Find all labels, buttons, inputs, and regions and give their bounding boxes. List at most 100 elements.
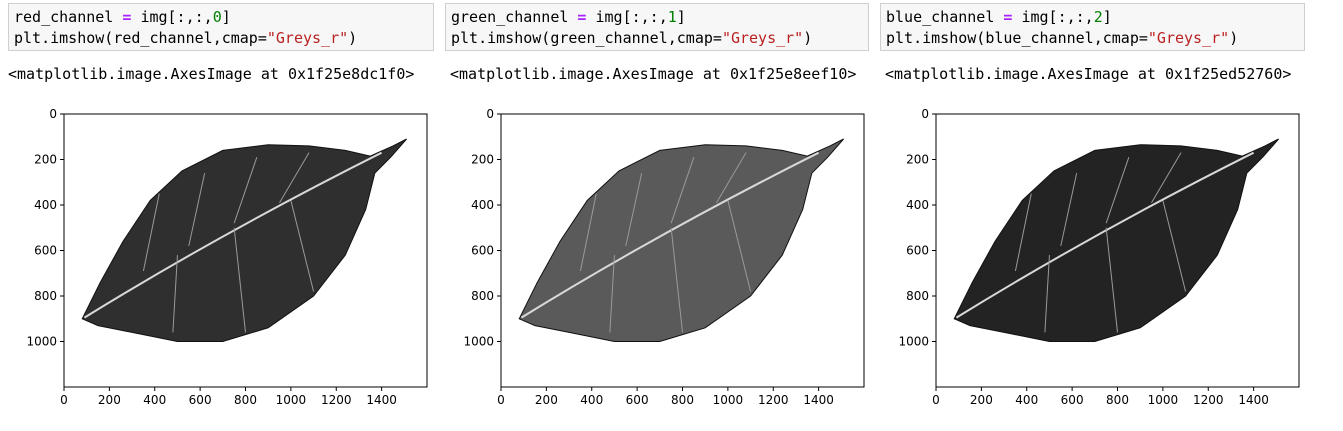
x-tick-label: 1000	[713, 393, 744, 407]
channel-plot: 0 200 400 600 800 1000 0 200 400 600 800 1000 1200 14…	[898, 107, 1300, 407]
y-tick-label: 800	[906, 289, 929, 303]
code-eq: =	[568, 8, 596, 26]
output-text: <matplotlib.image.AxesImage at 0x1f25e8e…	[450, 65, 857, 83]
leaf-vein	[670, 157, 695, 224]
x-tick-label: 0	[497, 393, 505, 407]
code-cmap-value: "Greys_r"	[1147, 29, 1230, 47]
output-text: <matplotlib.image.AxesImage at 0x1f25e8d…	[8, 65, 415, 83]
y-tick-label: 400	[34, 198, 57, 212]
x-tick-label: 600	[189, 393, 212, 407]
x-tick-label: 800	[671, 393, 694, 407]
code-call-close: )	[803, 29, 813, 47]
code-arg: blue_channel	[985, 29, 1094, 47]
leaf-vein	[188, 173, 206, 247]
x-tick-label: 600	[1061, 393, 1084, 407]
leaf-vein	[1014, 193, 1032, 272]
y-tick-label: 800	[471, 289, 494, 303]
x-tick-label: 800	[1106, 393, 1129, 407]
leaf-vein	[716, 152, 747, 203]
y-tick-label: 1000	[898, 335, 929, 349]
leaf-image	[81, 138, 407, 342]
x-tick-label: 400	[580, 393, 603, 407]
leaf-vein	[670, 227, 683, 333]
leaf-shape	[518, 138, 844, 342]
y-tick-label: 0	[49, 107, 57, 121]
code-var: blue_channel	[886, 8, 995, 26]
x-tick-label: 1200	[321, 393, 352, 407]
leaf-image	[953, 138, 1279, 342]
code-call: plt.imshow(	[14, 29, 114, 47]
x-tick-label: 400	[1015, 393, 1038, 407]
leaf-vein	[233, 227, 246, 333]
y-tick-label: 600	[906, 244, 929, 258]
y-tick-label: 400	[906, 198, 929, 212]
leaf-shape	[81, 138, 407, 342]
x-tick-label: 200	[98, 393, 121, 407]
leaf-vein	[1060, 173, 1078, 247]
notebook-panel-green: green_channel = img[:,:,1] plt.imshow(gr…	[445, 0, 875, 431]
leaf-vein	[142, 193, 160, 272]
code-cell[interactable]: red_channel = img[:,:,0] plt.imshow(red_…	[8, 3, 434, 51]
code-index: img[:,:,	[140, 8, 213, 26]
code-index: img[:,:,	[1021, 8, 1094, 26]
y-tick-label: 0	[486, 107, 494, 121]
code-cell[interactable]: blue_channel = img[:,:,2] plt.imshow(blu…	[880, 3, 1305, 51]
code-cmap-value: "Greys_r"	[721, 29, 804, 47]
leaf-vein	[579, 193, 597, 272]
leaf-midrib	[520, 151, 820, 319]
code-cmap-value: "Greys_r"	[266, 29, 349, 47]
y-tick-label: 400	[471, 198, 494, 212]
y-tick-label: 1000	[463, 335, 494, 349]
code-call-close: )	[1229, 29, 1239, 47]
x-tick-label: 800	[234, 393, 257, 407]
code-channel: 0	[212, 8, 222, 26]
code-arg: green_channel	[550, 29, 668, 47]
leaf-vein	[1151, 152, 1182, 203]
x-tick-label: 1400	[803, 393, 834, 407]
leaf-vein	[172, 255, 178, 333]
y-tick-label: 200	[906, 153, 929, 167]
x-tick-label: 1000	[1148, 393, 1179, 407]
leaf-vein	[609, 255, 615, 333]
y-tick-label: 800	[34, 289, 57, 303]
code-arg: red_channel	[113, 29, 213, 47]
x-tick-label: 400	[143, 393, 166, 407]
notebook-panel-blue: blue_channel = img[:,:,2] plt.imshow(blu…	[880, 0, 1335, 431]
leaf-vein	[1105, 227, 1118, 333]
x-tick-label: 600	[626, 393, 649, 407]
channel-plot: 0 200 400 600 800 1000 0 200 400 600 800 1000 1200 14…	[26, 107, 428, 407]
x-tick-label: 1200	[758, 393, 789, 407]
x-tick-label: 1200	[1193, 393, 1224, 407]
leaf-vein	[1044, 255, 1050, 333]
code-eq: =	[113, 8, 141, 26]
code-close: ]	[1102, 8, 1112, 26]
y-tick-label: 200	[34, 153, 57, 167]
code-call: plt.imshow(	[451, 29, 551, 47]
code-channel: 1	[667, 8, 677, 26]
code-channel: 2	[1093, 8, 1103, 26]
leaf-vein	[1105, 157, 1130, 224]
notebook-panel-red: red_channel = img[:,:,0] plt.imshow(red_…	[8, 0, 438, 431]
leaf-vein	[1162, 200, 1187, 292]
x-tick-label: 0	[932, 393, 940, 407]
channel-plot: 0 200 400 600 800 1000 0 200 400 600 800 1000 1200 14…	[463, 107, 865, 407]
code-eq: =	[994, 8, 1022, 26]
code-call-close: )	[348, 29, 358, 47]
x-tick-label: 1000	[276, 393, 307, 407]
leaf-vein	[290, 200, 315, 292]
x-tick-label: 1400	[1238, 393, 1269, 407]
x-tick-label: 200	[970, 393, 993, 407]
leaf-vein	[233, 157, 258, 224]
code-close: ]	[221, 8, 231, 26]
code-index: img[:,:,	[595, 8, 668, 26]
leaf-image	[518, 138, 844, 342]
output-text: <matplotlib.image.AxesImage at 0x1f25ed5…	[885, 65, 1292, 83]
code-cell[interactable]: green_channel = img[:,:,1] plt.imshow(gr…	[445, 3, 869, 51]
code-var: red_channel	[14, 8, 114, 26]
code-var: green_channel	[451, 8, 569, 26]
leaf-vein	[279, 152, 310, 203]
y-tick-label: 1000	[26, 335, 57, 349]
leaf-vein	[727, 200, 752, 292]
x-tick-label: 0	[60, 393, 68, 407]
leaf-vein	[625, 173, 643, 247]
